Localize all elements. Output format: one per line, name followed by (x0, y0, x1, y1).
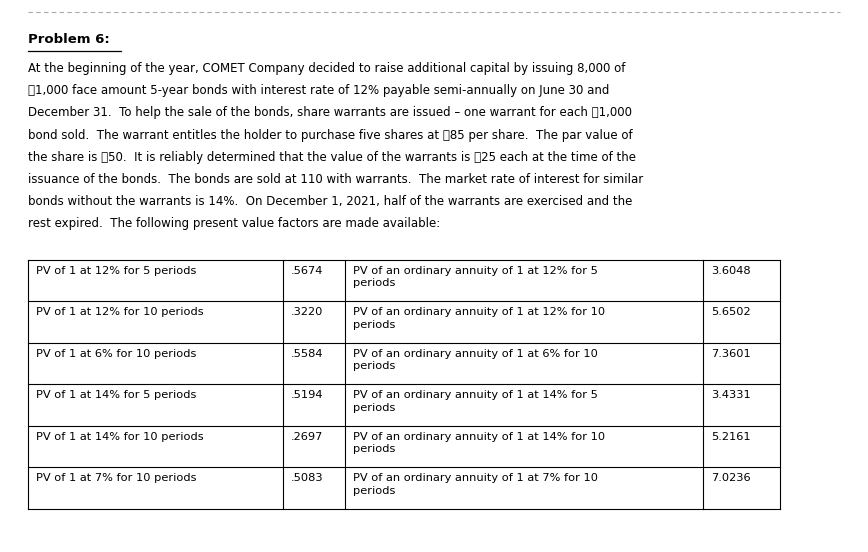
Text: PV of 1 at 12% for 10 periods: PV of 1 at 12% for 10 periods (36, 307, 204, 317)
Text: bond sold.  The warrant entitles the holder to purchase five shares at ᡆ85 per s: bond sold. The warrant entitles the hold… (28, 129, 633, 142)
Text: PV of an ordinary annuity of 1 at 12% for 5
periods: PV of an ordinary annuity of 1 at 12% fo… (353, 266, 598, 288)
Text: PV of an ordinary annuity of 1 at 7% for 10
periods: PV of an ordinary annuity of 1 at 7% for… (353, 473, 598, 496)
Text: 7.3601: 7.3601 (711, 349, 751, 359)
Text: PV of 1 at 6% for 10 periods: PV of 1 at 6% for 10 periods (36, 349, 196, 359)
Text: 5.6502: 5.6502 (711, 307, 751, 317)
Text: December 31.  To help the sale of the bonds, share warrants are issued – one war: December 31. To help the sale of the bon… (28, 107, 632, 119)
Text: PV of 1 at 12% for 5 periods: PV of 1 at 12% for 5 periods (36, 266, 196, 275)
Text: PV of 1 at 14% for 10 periods: PV of 1 at 14% for 10 periods (36, 432, 204, 442)
Text: At the beginning of the year, COMET Company decided to raise additional capital : At the beginning of the year, COMET Comp… (28, 62, 625, 75)
Text: 3.4331: 3.4331 (711, 390, 751, 400)
Text: PV of an ordinary annuity of 1 at 14% for 5
periods: PV of an ordinary annuity of 1 at 14% fo… (353, 390, 598, 412)
Text: bonds without the warrants is 14%.  On December 1, 2021, half of the warrants ar: bonds without the warrants is 14%. On De… (28, 195, 633, 208)
Text: .5674: .5674 (291, 266, 324, 275)
Text: .3220: .3220 (291, 307, 324, 317)
Text: PV of an ordinary annuity of 1 at 12% for 10
periods: PV of an ordinary annuity of 1 at 12% fo… (353, 307, 605, 330)
Text: .5083: .5083 (291, 473, 324, 483)
Text: rest expired.  The following present value factors are made available:: rest expired. The following present valu… (28, 217, 440, 230)
Text: .2697: .2697 (291, 432, 324, 442)
Text: PV of an ordinary annuity of 1 at 6% for 10
periods: PV of an ordinary annuity of 1 at 6% for… (353, 349, 598, 371)
Text: 7.0236: 7.0236 (711, 473, 751, 483)
Text: PV of an ordinary annuity of 1 at 14% for 10
periods: PV of an ordinary annuity of 1 at 14% fo… (353, 432, 605, 454)
Text: .5584: .5584 (291, 349, 324, 359)
Text: the share is ᡆ50.  It is reliably determined that the value of the warrants is ᡆ: the share is ᡆ50. It is reliably determi… (28, 151, 636, 164)
Text: ᡆ1,000 face amount 5-year bonds with interest rate of 12% payable semi-annually : ᡆ1,000 face amount 5-year bonds with int… (28, 84, 609, 97)
Text: PV of 1 at 14% for 5 periods: PV of 1 at 14% for 5 periods (36, 390, 196, 400)
Text: 3.6048: 3.6048 (711, 266, 751, 275)
Text: 5.2161: 5.2161 (711, 432, 751, 442)
Text: PV of 1 at 7% for 10 periods: PV of 1 at 7% for 10 periods (36, 473, 196, 483)
Text: .5194: .5194 (291, 390, 324, 400)
Text: issuance of the bonds.  The bonds are sold at 110 with warrants.  The market rat: issuance of the bonds. The bonds are sol… (28, 173, 643, 186)
Text: Problem 6:: Problem 6: (28, 33, 109, 46)
